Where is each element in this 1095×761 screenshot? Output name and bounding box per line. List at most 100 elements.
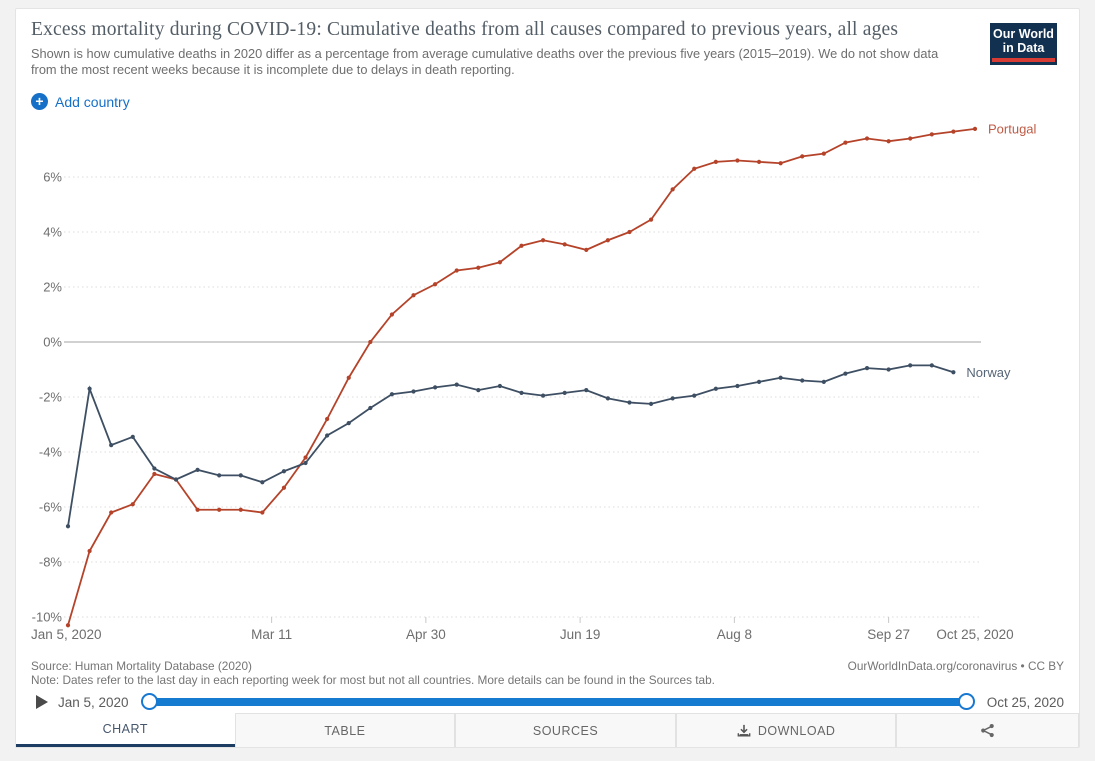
data-point[interactable] (605, 238, 610, 243)
data-point[interactable] (260, 510, 265, 515)
data-point[interactable] (648, 217, 654, 222)
data-point[interactable] (951, 129, 956, 134)
timeline-handle-start[interactable] (140, 693, 158, 710)
data-point[interactable] (346, 375, 351, 380)
tab-chart[interactable]: CHART (16, 713, 235, 747)
data-point[interactable] (281, 485, 287, 490)
add-country-button[interactable]: + Add country (31, 93, 130, 110)
tab-sources[interactable]: SOURCES (455, 713, 676, 747)
data-point[interactable] (519, 390, 524, 395)
data-point[interactable] (778, 161, 783, 166)
data-point[interactable] (756, 159, 762, 164)
data-point[interactable] (821, 151, 826, 156)
data-point[interactable] (303, 460, 308, 466)
data-point[interactable] (195, 467, 200, 472)
data-point[interactable] (713, 386, 718, 391)
tab-share[interactable] (896, 713, 1080, 747)
data-point[interactable] (929, 363, 934, 368)
data-point[interactable] (454, 382, 459, 387)
data-point[interactable] (584, 388, 589, 393)
data-point[interactable] (778, 375, 783, 380)
data-point[interactable] (735, 158, 740, 163)
data-point[interactable] (238, 473, 243, 478)
data-point[interactable] (908, 363, 913, 368)
data-point[interactable] (497, 260, 503, 265)
tab-download[interactable]: DOWNLOAD (675, 713, 897, 747)
data-point[interactable] (972, 126, 978, 131)
data-point[interactable] (497, 383, 503, 389)
data-point[interactable] (217, 473, 222, 478)
play-button[interactable] (36, 695, 48, 709)
data-point[interactable] (692, 166, 697, 171)
series-line-norway[interactable] (67, 364, 954, 527)
data-point[interactable] (65, 623, 71, 628)
data-point[interactable] (800, 378, 805, 383)
data-point[interactable] (843, 371, 848, 376)
data-point[interactable] (325, 433, 330, 438)
data-point[interactable] (238, 507, 243, 512)
data-point[interactable] (433, 385, 438, 390)
data-point[interactable] (908, 136, 913, 141)
data-point[interactable] (109, 510, 114, 515)
data-point[interactable] (325, 416, 330, 422)
chart-svg[interactable]: 6% 4% 2% 0% -2% -4% -6% -8% -10% Jan 5, 2020 Mar 1… (16, 109, 1081, 657)
data-point[interactable] (670, 187, 675, 192)
data-point[interactable] (735, 383, 740, 389)
owid-logo[interactable]: Our World in Data (990, 23, 1057, 65)
chart-canvas[interactable]: 6% 4% 2% 0% -2% -4% -6% -8% -10% Jan 5, 2020 Mar 1… (16, 109, 1081, 657)
data-point[interactable] (130, 434, 135, 439)
data-point[interactable] (886, 139, 891, 144)
data-point[interactable] (433, 282, 438, 287)
timeline-track-fill[interactable] (146, 698, 969, 706)
data-point[interactable] (173, 477, 179, 482)
data-point[interactable] (260, 480, 265, 485)
data-point[interactable] (562, 242, 567, 247)
data-point[interactable] (605, 396, 610, 401)
data-point[interactable] (800, 154, 805, 159)
data-point[interactable] (152, 471, 157, 477)
data-point[interactable] (519, 243, 524, 248)
data-point[interactable] (843, 140, 848, 145)
data-point[interactable] (476, 265, 481, 270)
data-point[interactable] (562, 390, 567, 395)
data-point[interactable] (411, 389, 416, 394)
data-point[interactable] (389, 392, 395, 397)
timeline-handle-end[interactable] (957, 693, 975, 710)
data-point[interactable] (540, 238, 546, 243)
data-point[interactable] (821, 379, 826, 384)
data-point[interactable] (540, 393, 546, 398)
tab-table[interactable]: TABLE (234, 713, 456, 747)
data-point[interactable] (476, 388, 481, 393)
data-point[interactable] (627, 400, 632, 405)
data-point[interactable] (195, 507, 200, 512)
data-point[interactable] (670, 396, 675, 401)
data-point[interactable] (368, 405, 373, 411)
data-point[interactable] (648, 401, 654, 406)
data-point[interactable] (692, 393, 697, 398)
data-point[interactable] (713, 159, 718, 164)
data-point[interactable] (346, 421, 351, 426)
data-point[interactable] (411, 293, 416, 298)
data-point[interactable] (368, 339, 373, 345)
data-point[interactable] (864, 366, 870, 371)
data-point[interactable] (454, 268, 459, 273)
data-point[interactable] (281, 469, 287, 474)
data-point[interactable] (109, 443, 114, 448)
data-point[interactable] (756, 379, 762, 384)
data-point[interactable] (152, 466, 157, 471)
data-point[interactable] (886, 367, 891, 372)
data-point[interactable] (65, 524, 71, 529)
data-point[interactable] (303, 455, 308, 460)
data-point[interactable] (627, 229, 632, 235)
y-axis-tick-label: -2% (39, 390, 63, 405)
data-point[interactable] (130, 502, 135, 507)
data-point[interactable] (864, 136, 870, 141)
timeline-track[interactable] (140, 693, 975, 711)
data-point[interactable] (217, 507, 222, 512)
data-point[interactable] (584, 247, 589, 252)
data-point[interactable] (951, 370, 956, 375)
data-point[interactable] (87, 548, 92, 554)
data-point[interactable] (929, 132, 934, 137)
data-point[interactable] (87, 386, 92, 391)
data-point[interactable] (389, 312, 395, 317)
